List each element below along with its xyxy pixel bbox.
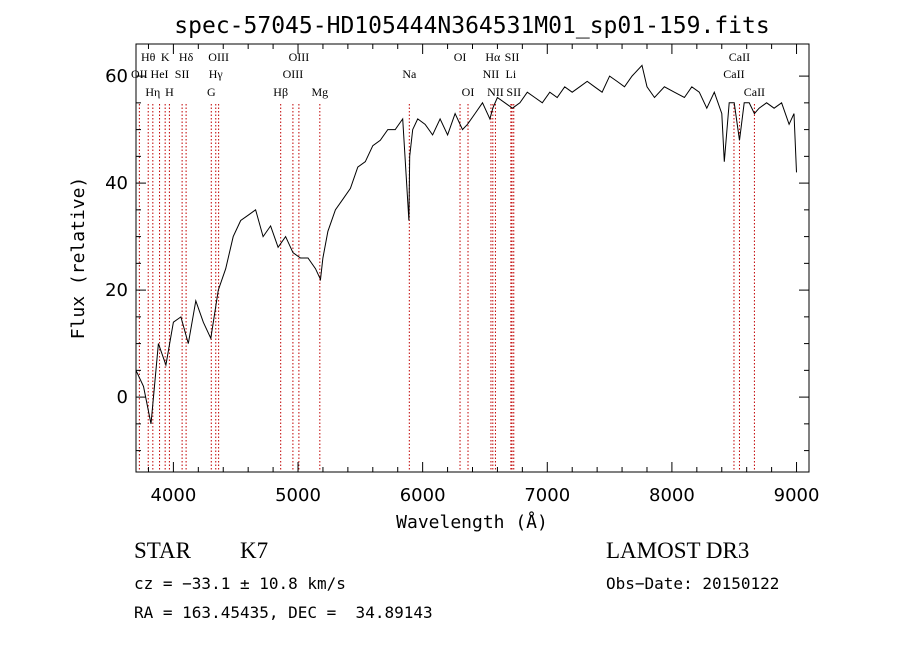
y-tick-label: 0 bbox=[117, 387, 128, 408]
object-class: STAR bbox=[134, 538, 191, 563]
line-marker-label: SII bbox=[175, 67, 190, 81]
spectral-subclass: K7 bbox=[240, 538, 269, 563]
line-marker-label: SII bbox=[505, 50, 520, 64]
survey-name: LAMOST DR3 bbox=[606, 538, 750, 563]
line-marker-label: G bbox=[207, 85, 216, 99]
line-marker-label: NII bbox=[487, 85, 504, 99]
line-marker-label: Na bbox=[402, 67, 417, 81]
line-marker-label: OIII bbox=[208, 50, 229, 64]
line-marker-label: OII bbox=[131, 67, 148, 81]
x-axis-label: Wavelength (Å) bbox=[396, 511, 548, 533]
redshift-value: cz = −33.1 ± 10.8 km/s bbox=[134, 574, 346, 593]
y-axis-label: Flux (relative) bbox=[68, 177, 89, 340]
spectrum-series-line bbox=[135, 64, 797, 424]
y-tick-label: 60 bbox=[105, 66, 128, 87]
line-marker-label: HeI bbox=[151, 67, 169, 81]
line-marker-label: Li bbox=[506, 67, 517, 81]
line-marker-label: Hη bbox=[145, 85, 160, 99]
line-marker-label: Hβ bbox=[273, 85, 288, 99]
line-marker-label: CaII bbox=[723, 67, 744, 81]
line-marker-label: OI bbox=[454, 50, 467, 64]
line-marker-label: H bbox=[165, 85, 174, 99]
plot-frame bbox=[135, 43, 810, 473]
line-marker-label: NII bbox=[483, 67, 500, 81]
line-marker-label: K bbox=[161, 50, 170, 64]
x-tick-label: 5000 bbox=[275, 485, 321, 506]
x-tick-label: 8000 bbox=[649, 485, 695, 506]
line-marker-label: SII bbox=[506, 85, 521, 99]
x-tick-label: 7000 bbox=[524, 485, 570, 506]
line-marker-label: Hδ bbox=[179, 50, 194, 64]
line-marker-label: Hθ bbox=[141, 50, 156, 64]
line-marker-label: OIII bbox=[289, 50, 310, 64]
observation-date: Obs−Date: 20150122 bbox=[606, 574, 780, 593]
line-marker-label: CaII bbox=[744, 85, 765, 99]
line-marker-label: OIII bbox=[283, 67, 304, 81]
y-tick-label: 20 bbox=[105, 280, 128, 301]
x-tick-label: 9000 bbox=[774, 485, 820, 506]
x-tick-label: 6000 bbox=[400, 485, 446, 506]
line-marker-label: Hα bbox=[485, 50, 501, 64]
line-marker-label: OI bbox=[462, 85, 475, 99]
chart-title: spec-57045-HD105444N364531M01_sp01-159.f… bbox=[174, 13, 769, 39]
y-tick-label: 40 bbox=[105, 173, 128, 194]
x-tick-label: 4000 bbox=[150, 485, 196, 506]
line-marker-label: CaII bbox=[729, 50, 750, 64]
line-marker-label: Hγ bbox=[209, 67, 224, 81]
coordinates: RA = 163.45435, DEC = 34.89143 bbox=[134, 603, 433, 622]
line-marker-label: Mg bbox=[311, 85, 328, 99]
